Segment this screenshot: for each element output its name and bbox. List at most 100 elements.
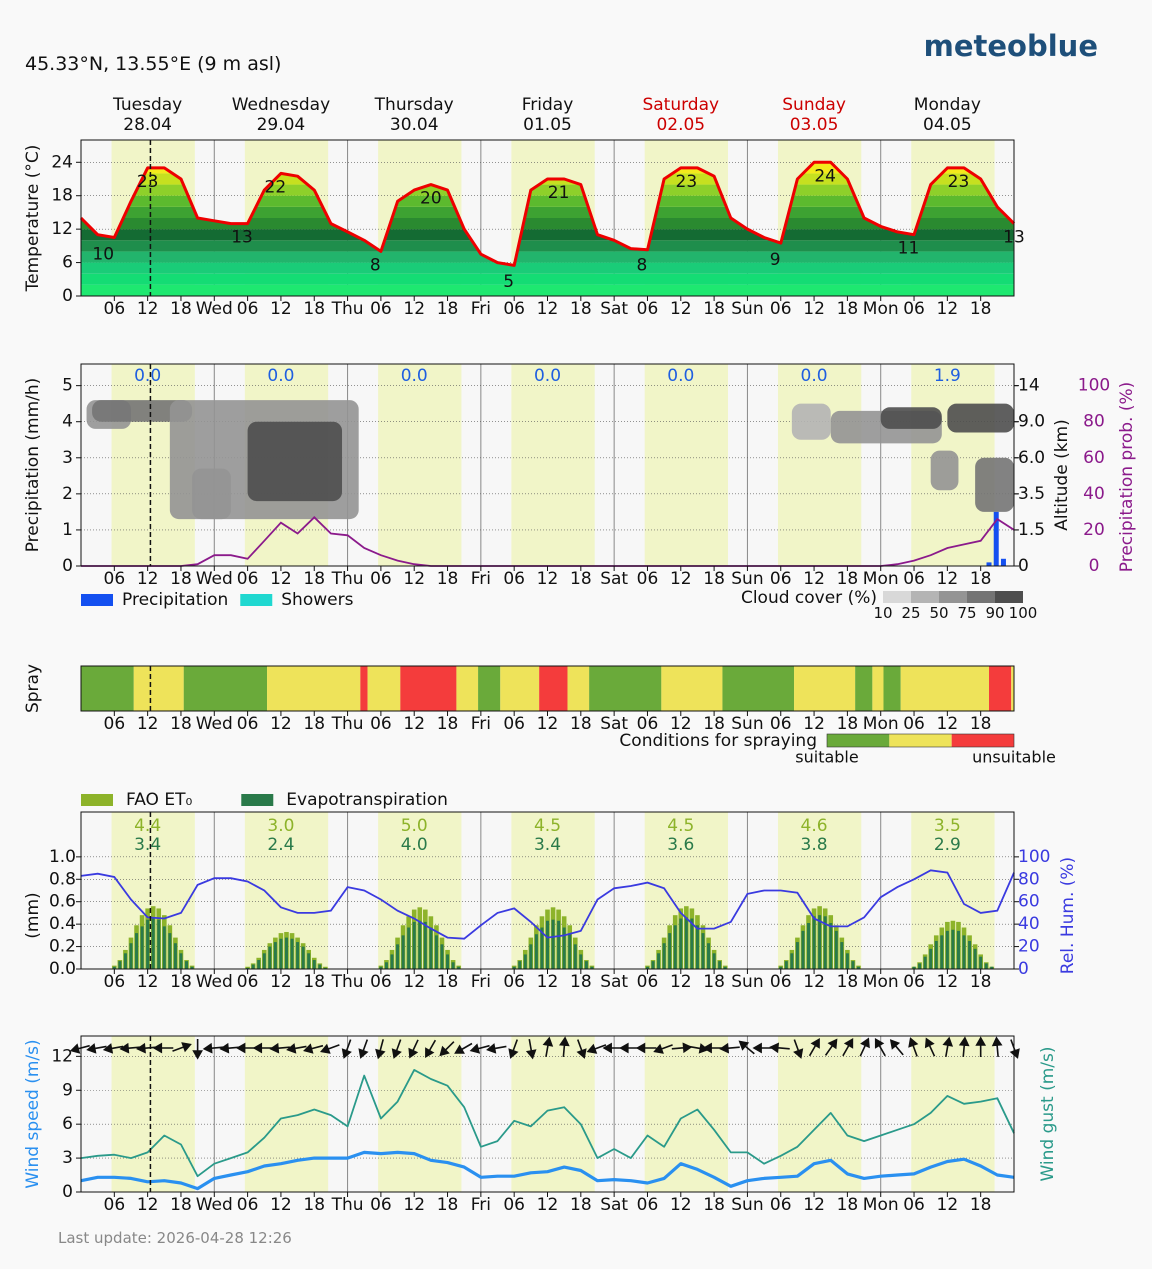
legend-label: Showers bbox=[281, 590, 353, 610]
x-tick-label: Fri bbox=[471, 299, 491, 319]
et-bar bbox=[779, 966, 783, 969]
spray-legend-swatch bbox=[827, 734, 890, 747]
wind-arrow-group bbox=[508, 1039, 519, 1059]
x-tick-label: 18 bbox=[837, 972, 859, 992]
day-date: 28.04 bbox=[123, 115, 172, 135]
wind-arrow bbox=[842, 1037, 854, 1057]
wind-arrow-group bbox=[542, 1036, 554, 1058]
x-tick-label: 12 bbox=[537, 1195, 559, 1215]
et-bar bbox=[701, 933, 705, 969]
temperature-label: 22 bbox=[265, 177, 287, 197]
wind-arrow bbox=[576, 1039, 587, 1059]
daylight bbox=[777, 364, 862, 566]
wind-arrow bbox=[908, 1037, 919, 1057]
y2-tick-label: 20 bbox=[1018, 937, 1040, 957]
temperature-line bbox=[79, 160, 1016, 267]
x-tick-label: 12 bbox=[803, 1195, 825, 1215]
x-tick-label: 06 bbox=[237, 972, 259, 992]
x-tick-label: 06 bbox=[104, 1195, 126, 1215]
x-tick-label: Wed bbox=[196, 714, 233, 734]
et-bar bbox=[990, 966, 994, 969]
et-bar bbox=[590, 966, 594, 969]
x-tick-label: 06 bbox=[770, 972, 792, 992]
x-tick-label: 06 bbox=[770, 569, 792, 589]
x-tick-label: 18 bbox=[570, 714, 592, 734]
et-bar bbox=[162, 926, 166, 969]
wind-arrow-group bbox=[671, 1042, 693, 1054]
x-tick-label: 12 bbox=[137, 1195, 159, 1215]
y-tick-label: 12 bbox=[51, 219, 73, 239]
et-bar bbox=[718, 961, 722, 969]
spray-legend-swatch bbox=[889, 734, 952, 747]
x-tick-label: 06 bbox=[503, 972, 525, 992]
temperature-label: 8 bbox=[636, 255, 647, 275]
x-tick-label: Sun bbox=[731, 714, 763, 734]
x-tick-label: Sun bbox=[731, 972, 763, 992]
daylight bbox=[644, 364, 728, 566]
et-bar bbox=[923, 956, 927, 969]
x-tick-label: 18 bbox=[570, 1195, 592, 1215]
et-bar bbox=[140, 926, 144, 969]
et-bar bbox=[668, 933, 672, 969]
x-tick-label: 12 bbox=[670, 299, 692, 319]
et-bar bbox=[956, 930, 960, 969]
y-tick-label: 12 bbox=[51, 1046, 73, 1066]
et-bar bbox=[268, 946, 272, 969]
precipitation-bar bbox=[993, 511, 999, 566]
et-bar bbox=[129, 943, 133, 969]
x-tick-label: 18 bbox=[970, 1195, 992, 1215]
wind-arrow bbox=[874, 1037, 886, 1057]
wind-arrow bbox=[635, 1042, 657, 1054]
axis-label: (mm) bbox=[23, 892, 43, 938]
x-tick-label: 12 bbox=[670, 1195, 692, 1215]
axis-label: Precipitation (mm/h) bbox=[23, 378, 43, 553]
wind-arrow-group bbox=[653, 1043, 673, 1054]
temperature-label: 23 bbox=[676, 172, 698, 192]
day-name: Wednesday bbox=[232, 95, 330, 115]
x-tick-label: 06 bbox=[903, 569, 925, 589]
et-bar bbox=[823, 916, 827, 969]
et-bar bbox=[645, 966, 649, 969]
cloud-legend-label: 100 bbox=[1009, 604, 1038, 622]
day-name: Sunday bbox=[782, 95, 846, 115]
spray-segment bbox=[267, 666, 361, 711]
daily-total: 3.4 bbox=[134, 835, 161, 855]
spray-segment bbox=[367, 666, 401, 711]
et-bar bbox=[534, 934, 538, 969]
cloud-cover bbox=[880, 407, 942, 429]
et-bar bbox=[662, 943, 666, 969]
et-bar bbox=[695, 925, 699, 969]
spray-segment bbox=[794, 666, 856, 711]
et-bar bbox=[546, 920, 549, 969]
wind-arrow bbox=[924, 1037, 936, 1057]
et-bar bbox=[529, 944, 533, 969]
et-bar bbox=[557, 920, 561, 969]
y-tick-label: 0.6 bbox=[49, 892, 76, 912]
wind-arrow bbox=[102, 1043, 124, 1054]
cloud-legend-label: 10 bbox=[873, 604, 892, 622]
x-tick-label: 18 bbox=[170, 299, 192, 319]
x-tick-label: 06 bbox=[370, 972, 392, 992]
x-tick-label: 18 bbox=[703, 972, 725, 992]
et-bar bbox=[290, 938, 294, 969]
cloud-cover bbox=[930, 450, 959, 491]
daylight bbox=[111, 1036, 195, 1192]
x-tick-label: 06 bbox=[104, 299, 126, 319]
y-tick-label: 5 bbox=[62, 376, 73, 396]
wind-arrow bbox=[808, 1037, 820, 1057]
y-tick-label: 0.0 bbox=[49, 959, 76, 979]
temperature-label: 13 bbox=[231, 228, 253, 248]
spray-segment bbox=[400, 666, 457, 711]
last-update: Last update: 2026-04-28 12:26 bbox=[58, 1229, 292, 1247]
et-bar bbox=[379, 966, 383, 969]
x-tick-label: Sat bbox=[600, 1195, 628, 1215]
x-tick-label: 18 bbox=[170, 569, 192, 589]
temperature-label: 5 bbox=[503, 272, 514, 292]
wind-arrow-group bbox=[172, 1042, 192, 1053]
y-tick-label: 2 bbox=[62, 484, 73, 504]
cloud-cover bbox=[947, 403, 1014, 433]
et-bar bbox=[123, 953, 127, 969]
et-bar bbox=[784, 961, 788, 969]
legend-swatch bbox=[240, 594, 273, 606]
x-tick-label: 06 bbox=[503, 299, 525, 319]
